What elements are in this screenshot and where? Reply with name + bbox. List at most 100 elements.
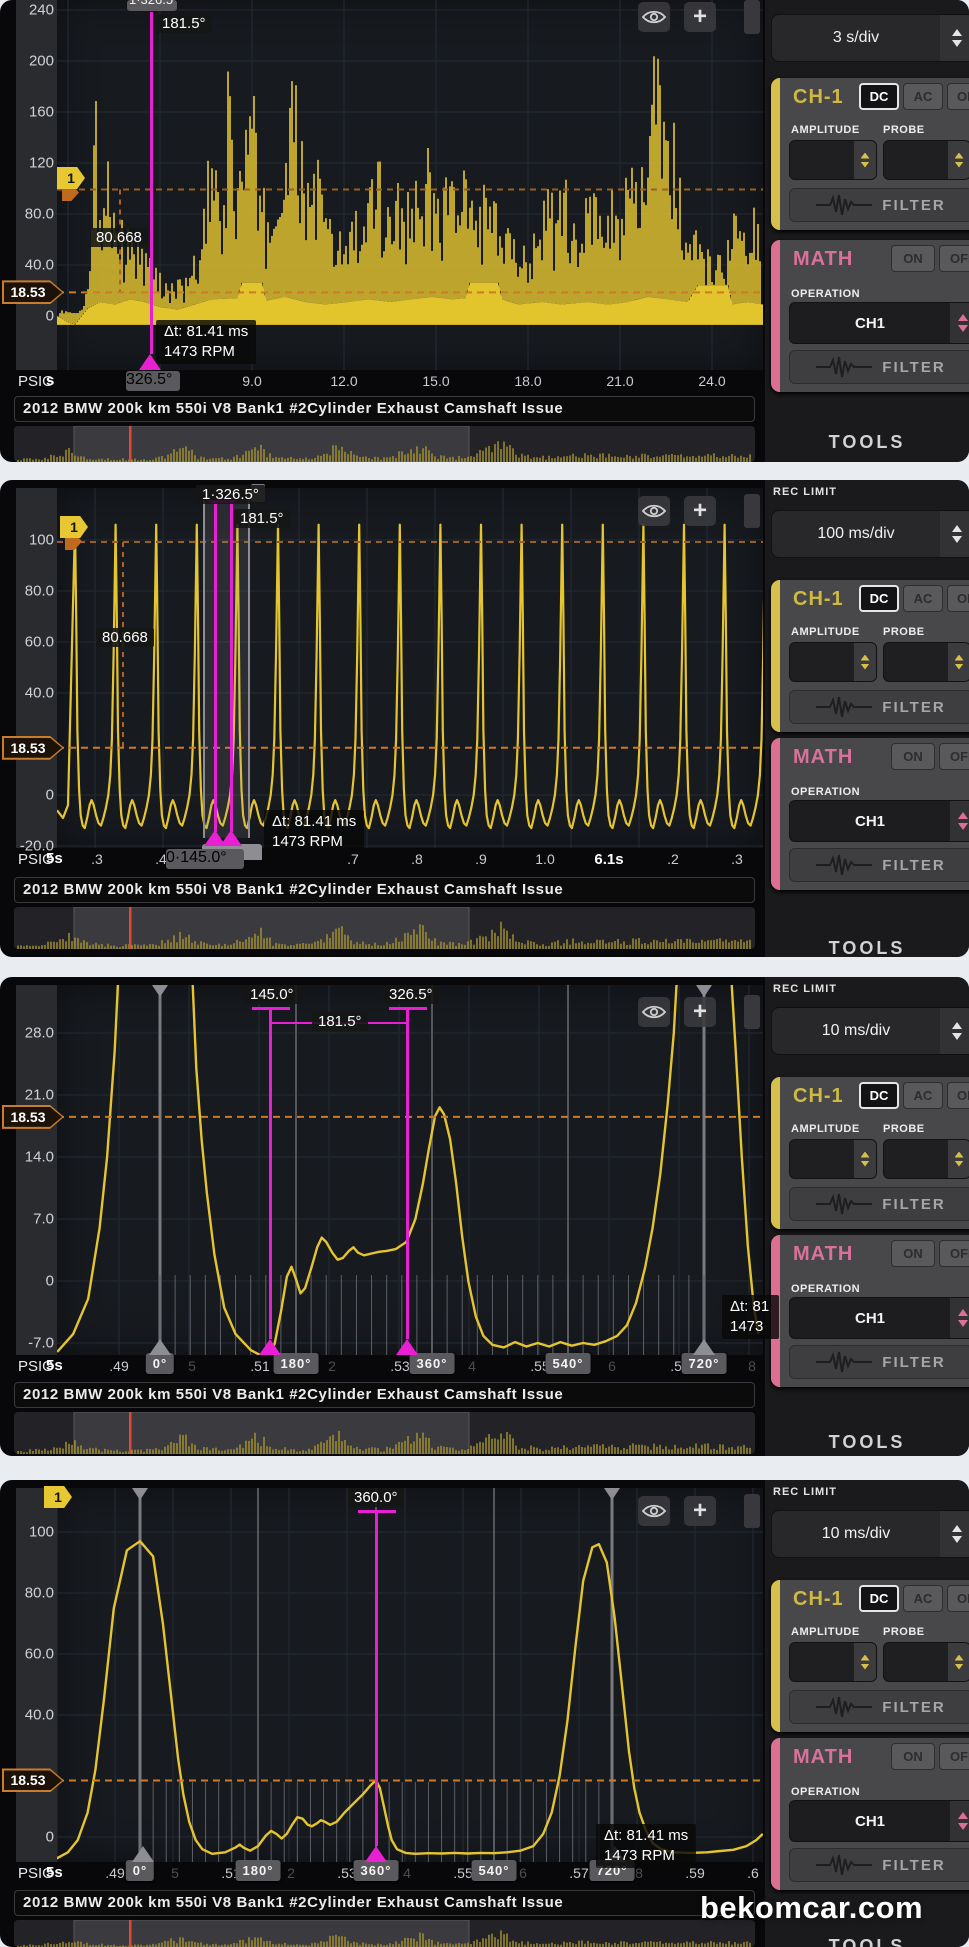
- amplitude-stepper[interactable]: [789, 1139, 877, 1179]
- degree-badge[interactable]: 0°: [125, 1860, 155, 1881]
- math-filter-button[interactable]: FILTER: [789, 848, 969, 882]
- coupling-dc-button[interactable]: DC: [859, 1585, 899, 1612]
- math-filter-button[interactable]: FILTER: [789, 350, 969, 384]
- step-up-icon[interactable]: [860, 654, 870, 661]
- coupling-dc-button[interactable]: DC: [859, 1082, 899, 1109]
- probe-stepper[interactable]: [883, 140, 969, 180]
- add-channel-button[interactable]: +: [684, 2, 716, 32]
- step-up-icon[interactable]: [860, 1654, 870, 1661]
- coupling-ac-button[interactable]: AC: [903, 585, 943, 612]
- step-down-icon[interactable]: [952, 536, 962, 543]
- step-down-icon[interactable]: [958, 1823, 968, 1830]
- probe-stepper[interactable]: [883, 1642, 969, 1682]
- operation-select[interactable]: CH1: [789, 1297, 969, 1339]
- channel-filter-button[interactable]: FILTER: [789, 188, 969, 222]
- cursor-145-line[interactable]: [214, 500, 217, 832]
- step-down-icon[interactable]: [954, 1663, 964, 1670]
- coupling-off-button[interactable]: OFF: [947, 1082, 969, 1109]
- coupling-ac-button[interactable]: AC: [903, 1585, 943, 1612]
- step-down-icon[interactable]: [954, 1160, 964, 1167]
- math-filter-button[interactable]: FILTER: [789, 1345, 969, 1379]
- amplitude-stepper[interactable]: [789, 642, 877, 682]
- step-down-icon[interactable]: [860, 663, 870, 670]
- stepper-arrows[interactable]: [948, 1643, 969, 1681]
- amplitude-stepper[interactable]: [789, 140, 877, 180]
- delta-cursor-line[interactable]: [150, 12, 153, 354]
- step-up-icon[interactable]: [954, 1654, 964, 1661]
- tools-header[interactable]: TOOLS: [828, 432, 906, 452]
- step-down-icon[interactable]: [958, 1320, 968, 1327]
- degree-badge[interactable]: 0°: [145, 1353, 175, 1374]
- operation-stepper[interactable]: [950, 1298, 969, 1338]
- stepper-arrows[interactable]: [854, 1140, 876, 1178]
- channel-1-marker[interactable]: 1: [44, 1486, 72, 1508]
- probe-input[interactable]: [884, 1140, 948, 1178]
- math-off-button[interactable]: OFF: [939, 1240, 969, 1267]
- coupling-off-button[interactable]: OFF: [947, 83, 969, 110]
- side-drawer-handle[interactable]: [744, 995, 760, 1029]
- eye-visibility-button[interactable]: [638, 2, 670, 32]
- step-up-icon[interactable]: [952, 29, 962, 36]
- waveform-plot[interactable]: [57, 985, 763, 1355]
- step-up-icon[interactable]: [860, 152, 870, 159]
- step-down-icon[interactable]: [952, 1033, 962, 1040]
- overview-scrubber[interactable]: [14, 1412, 755, 1454]
- operation-stepper[interactable]: [950, 1801, 969, 1841]
- timebase-select[interactable]: 3 s/div: [771, 14, 969, 62]
- step-down-icon[interactable]: [860, 1663, 870, 1670]
- step-down-icon[interactable]: [952, 1536, 962, 1543]
- timebase-stepper[interactable]: [940, 1008, 969, 1054]
- add-channel-button[interactable]: +: [684, 496, 716, 526]
- channel-filter-button[interactable]: FILTER: [789, 1187, 969, 1221]
- stepper-arrows[interactable]: [854, 1643, 876, 1681]
- coupling-dc-button[interactable]: DC: [859, 585, 899, 612]
- step-up-icon[interactable]: [952, 525, 962, 532]
- degree-badge[interactable]: 180°: [235, 1860, 281, 1881]
- step-down-icon[interactable]: [860, 1160, 870, 1167]
- waveform-plot[interactable]: [57, 1488, 763, 1862]
- step-down-icon[interactable]: [860, 161, 870, 168]
- eye-visibility-button[interactable]: [638, 997, 670, 1027]
- eye-visibility-button[interactable]: [638, 496, 670, 526]
- step-up-icon[interactable]: [958, 1309, 968, 1316]
- add-channel-button[interactable]: +: [684, 997, 716, 1027]
- coupling-ac-button[interactable]: AC: [903, 83, 943, 110]
- tools-header[interactable]: TOOLS: [828, 1936, 906, 1947]
- timebase-stepper[interactable]: [940, 1511, 969, 1557]
- overview-scrubber[interactable]: [14, 1920, 755, 1947]
- add-channel-button[interactable]: +: [684, 1496, 716, 1526]
- math-filter-button[interactable]: FILTER: [789, 1848, 969, 1882]
- operation-stepper[interactable]: [950, 303, 969, 343]
- operation-select[interactable]: CH1: [789, 800, 969, 842]
- degree-badge[interactable]: 360°: [353, 1860, 399, 1881]
- stepper-arrows[interactable]: [948, 141, 969, 179]
- degree-badge[interactable]: 540°: [471, 1860, 517, 1881]
- operation-select[interactable]: CH1: [789, 302, 969, 344]
- tools-header[interactable]: TOOLS: [828, 1432, 906, 1452]
- timebase-select[interactable]: 10 ms/div: [771, 1510, 969, 1558]
- waveform-plot[interactable]: [57, 488, 763, 848]
- math-on-button[interactable]: ON: [891, 743, 935, 770]
- math-on-button[interactable]: ON: [891, 245, 935, 272]
- probe-stepper[interactable]: [883, 642, 969, 682]
- cursor-326-line[interactable]: [406, 1007, 409, 1339]
- amplitude-input[interactable]: [790, 141, 854, 179]
- threshold-marker-badge[interactable]: 18.53: [2, 735, 64, 760]
- tools-header[interactable]: TOOLS: [828, 938, 906, 957]
- cursor-bound-left[interactable]: [203, 500, 205, 838]
- step-down-icon[interactable]: [958, 325, 968, 332]
- amplitude-input[interactable]: [790, 1643, 854, 1681]
- degree-badge[interactable]: 180°: [273, 1353, 319, 1374]
- math-off-button[interactable]: OFF: [939, 1743, 969, 1770]
- math-off-button[interactable]: OFF: [939, 245, 969, 272]
- degree-badge[interactable]: 720°: [681, 1353, 727, 1374]
- math-on-button[interactable]: ON: [891, 1743, 935, 1770]
- step-down-icon[interactable]: [954, 161, 964, 168]
- probe-stepper[interactable]: [883, 1139, 969, 1179]
- timebase-stepper[interactable]: [940, 511, 969, 557]
- step-up-icon[interactable]: [860, 1151, 870, 1158]
- threshold-marker-badge[interactable]: 18.53: [2, 280, 64, 305]
- step-up-icon[interactable]: [954, 1151, 964, 1158]
- step-up-icon[interactable]: [954, 152, 964, 159]
- overview-scrubber[interactable]: [14, 907, 755, 949]
